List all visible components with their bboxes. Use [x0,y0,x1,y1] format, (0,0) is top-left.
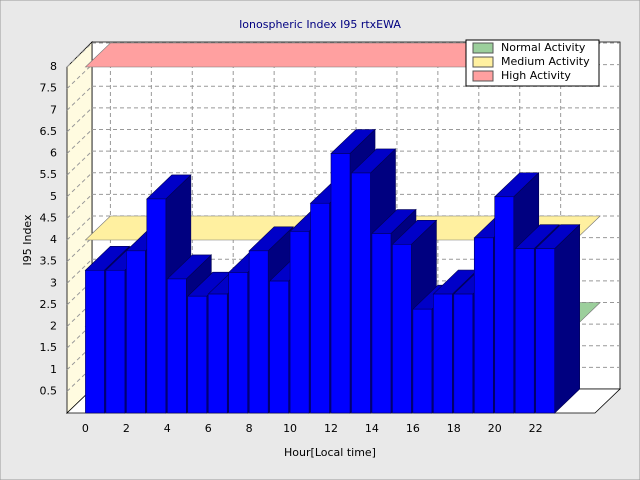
y-tick-label: 7 [50,103,57,116]
bar [85,269,105,414]
bar [310,202,330,414]
x-tick-label: 20 [488,422,502,435]
y-tick-label: 3 [50,276,57,289]
y-tick-label: 0.5 [40,384,58,397]
bar [351,172,371,414]
bar [453,293,474,414]
grid-line [66,150,93,176]
bar [494,196,515,414]
bar [248,250,269,414]
legend-swatch [472,70,494,82]
grid-line [66,107,93,133]
y-tick-label: 7.5 [40,82,58,95]
bar [146,198,167,414]
bar [187,295,208,414]
bar [330,153,351,414]
bar [207,293,228,414]
bar [535,248,555,414]
legend-label: Normal Activity [501,41,586,54]
x-axis-label: Hour[Local time] [284,446,376,459]
chart-title: Ionospheric Index I95 rtxEWA [239,18,401,31]
bar [371,233,392,414]
x-tick-label: 6 [205,422,212,435]
bar [473,237,494,414]
x-tick-label: 4 [164,422,171,435]
y-tick-label: 1 [50,363,57,376]
bar [433,293,453,414]
grid-line [66,258,93,284]
y-tick-label: 4.5 [40,211,58,224]
y-axis-label: I95 Index [21,214,34,266]
x-tick-label: 8 [246,422,253,435]
y-tick-label: 4 [50,233,57,246]
y-tick-label: 6 [50,147,57,160]
x-tick-label: 2 [123,422,130,435]
bar-side [554,223,580,414]
bar [392,244,412,414]
legend-swatch [472,56,494,68]
y-tick-label: 3.5 [40,255,58,268]
bar [228,272,249,414]
legend-label: Medium Activity [501,55,590,68]
y-tick-label: 8 [50,60,57,73]
grid-line [66,129,93,154]
bar [514,248,535,414]
legend-swatch [472,42,494,54]
bar [289,231,310,414]
y-tick-label: 5.5 [40,168,58,181]
bar [412,308,433,414]
x-tick-label: 14 [365,422,379,435]
legend-label: High Activity [501,69,571,82]
grid-line [66,172,93,198]
y-tick-label: 1.5 [40,341,58,354]
bar [269,280,289,414]
grid-line [66,42,93,68]
x-tick-label: 12 [324,422,338,435]
x-tick-label: 10 [283,422,297,435]
x-tick-label: 18 [447,422,461,435]
grid-line [66,64,93,89]
y-tick-label: 5 [50,190,57,203]
x-tick-label: 0 [82,422,89,435]
grid-line [66,194,93,219]
y-tick-label: 2.5 [40,298,58,311]
y-tick-label: 6.5 [40,125,58,138]
x-tick-label: 16 [406,422,420,435]
grid-line [66,215,93,241]
x-tick-label: 22 [529,422,543,435]
bar [105,269,126,414]
bar [166,278,187,414]
y-tick-label: 2 [50,320,57,333]
grid-line [66,237,93,262]
grid-line [66,85,93,111]
bar [126,250,146,414]
